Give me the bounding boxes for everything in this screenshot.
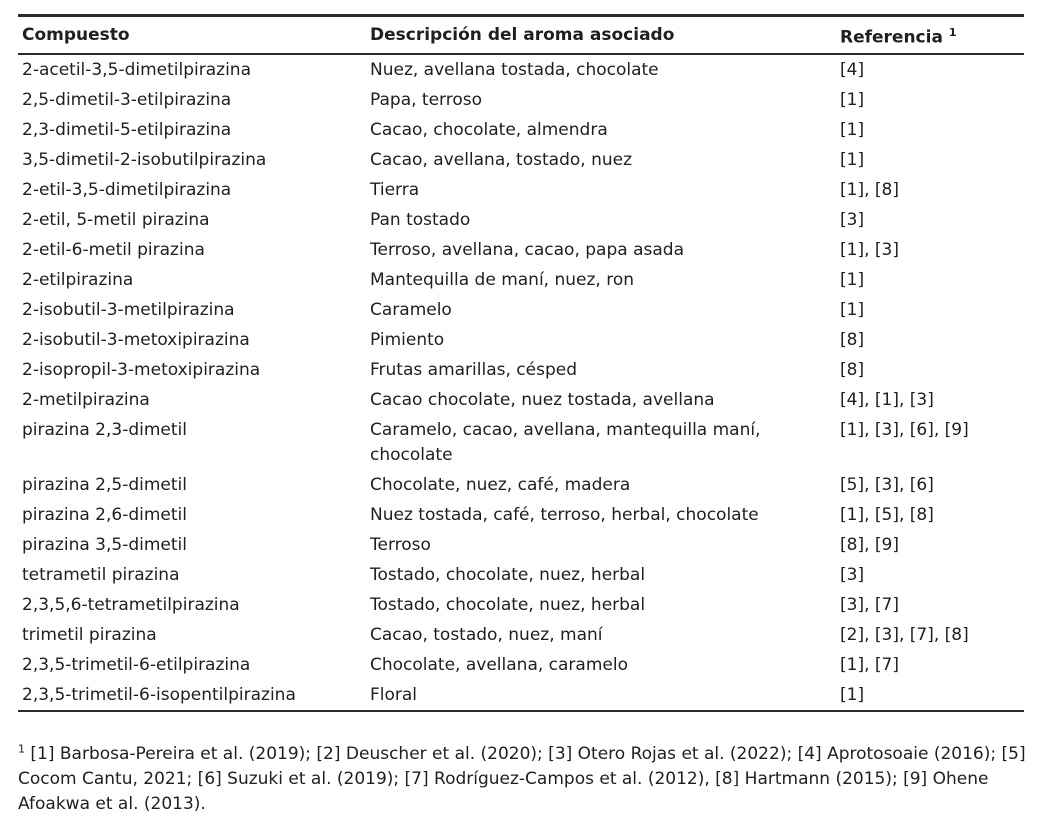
table-row: 2-isobutil-3-metoxipirazina Pimiento [8] [18, 325, 1024, 355]
cell-referencia: [4], [1], [3] [840, 389, 934, 410]
table-row: 2,3,5-trimetil-6-isopentilpirazina Flora… [18, 680, 1024, 711]
cell-referencia: [8] [840, 359, 865, 380]
cell-descripcion: Pimiento [370, 329, 445, 350]
cell-descripcion: Caramelo [370, 299, 452, 320]
cell-referencia: [1] [840, 269, 865, 290]
table-row: 2,3,5,6-tetrametilpirazina Tostado, choc… [18, 590, 1024, 620]
cell-descripcion: Chocolate, nuez, café, madera [370, 474, 631, 495]
cell-compuesto: 2-isobutil-3-metilpirazina [22, 299, 235, 320]
table-row: 2-isobutil-3-metilpirazina Caramelo [1] [18, 295, 1024, 325]
aroma-compounds-table: Compuesto Descripción del aroma asociado… [18, 14, 1024, 712]
cell-descripcion: Terroso [370, 534, 431, 555]
cell-descripcion: Caramelo, cacao, avellana, mantequilla m… [370, 419, 761, 465]
table-body: 2-acetil-3,5-dimetilpirazina Nuez, avell… [18, 54, 1024, 711]
table-row: 2,3-dimetil-5-etilpirazina Cacao, chocol… [18, 115, 1024, 145]
cell-descripcion: Papa, terroso [370, 89, 483, 110]
cell-compuesto: pirazina 2,6-dimetil [22, 504, 187, 525]
table-header: Compuesto Descripción del aroma asociado… [18, 15, 1024, 55]
table-row: trimetil pirazina Cacao, tostado, nuez, … [18, 620, 1024, 650]
cell-descripcion: Cacao, tostado, nuez, maní [370, 624, 603, 645]
cell-referencia: [8] [840, 329, 865, 350]
cell-compuesto: 2-isobutil-3-metoxipirazina [22, 329, 250, 350]
cell-compuesto: 2-etil, 5-metil pirazina [22, 209, 210, 230]
cell-referencia: [3] [840, 209, 865, 230]
footnote-marker: 1 [18, 742, 25, 755]
table-row: pirazina 2,3-dimetil Caramelo, cacao, av… [18, 415, 1024, 470]
cell-descripcion: Cacao chocolate, nuez tostada, avellana [370, 389, 715, 410]
cell-descripcion: Nuez, avellana tostada, chocolate [370, 59, 659, 80]
header-compuesto: Compuesto [18, 15, 366, 55]
cell-referencia: [1] [840, 299, 865, 320]
table-row: pirazina 2,5-dimetil Chocolate, nuez, ca… [18, 470, 1024, 500]
cell-descripcion: Chocolate, avellana, caramelo [370, 654, 628, 675]
cell-descripcion: Terroso, avellana, cacao, papa asada [370, 239, 684, 260]
cell-referencia: [5], [3], [6] [840, 474, 934, 495]
table-row: pirazina 2,6-dimetil Nuez tostada, café,… [18, 500, 1024, 530]
cell-descripcion: Tostado, chocolate, nuez, herbal [370, 594, 646, 615]
cell-compuesto: 2-acetil-3,5-dimetilpirazina [22, 59, 251, 80]
cell-referencia: [8], [9] [840, 534, 899, 555]
table-row: pirazina 3,5-dimetil Terroso [8], [9] [18, 530, 1024, 560]
cell-referencia: [1] [840, 89, 865, 110]
references-footnote: 1 [1] Barbosa-Pereira et al. (2019); [2]… [18, 742, 1028, 817]
cell-descripcion: Nuez tostada, café, terroso, herbal, cho… [370, 504, 759, 525]
cell-descripcion: Frutas amarillas, césped [370, 359, 577, 380]
cell-descripcion: Floral [370, 684, 418, 705]
header-descripcion: Descripción del aroma asociado [366, 15, 836, 55]
header-referencia: Referencia 1 [836, 15, 1024, 55]
cell-descripcion: Mantequilla de maní, nuez, ron [370, 269, 635, 290]
cell-compuesto: 2-isopropil-3-metoxipirazina [22, 359, 261, 380]
table-row: 2-etil-6-metil pirazina Terroso, avellan… [18, 235, 1024, 265]
cell-compuesto: 2,3-dimetil-5-etilpirazina [22, 119, 232, 140]
cell-referencia: [1] [840, 149, 865, 170]
cell-referencia: [1], [7] [840, 654, 899, 675]
table-row: 2,5-dimetil-3-etilpirazina Papa, terroso… [18, 85, 1024, 115]
cell-descripcion: Tierra [370, 179, 420, 200]
cell-compuesto: pirazina 2,5-dimetil [22, 474, 187, 495]
cell-compuesto: trimetil pirazina [22, 624, 157, 645]
cell-descripcion: Tostado, chocolate, nuez, herbal [370, 564, 646, 585]
cell-compuesto: pirazina 3,5-dimetil [22, 534, 187, 555]
cell-descripcion: Cacao, chocolate, almendra [370, 119, 608, 140]
cell-referencia: [1], [8] [840, 179, 899, 200]
cell-referencia: [1] [840, 684, 865, 705]
cell-descripcion: Pan tostado [370, 209, 471, 230]
cell-referencia: [1], [3] [840, 239, 899, 260]
cell-compuesto: tetrametil pirazina [22, 564, 180, 585]
cell-compuesto: 2,3,5-trimetil-6-etilpirazina [22, 654, 251, 675]
table-row: 2-etilpirazina Mantequilla de maní, nuez… [18, 265, 1024, 295]
table-row: 2-etil-3,5-dimetilpirazina Tierra [1], [… [18, 175, 1024, 205]
cell-compuesto: 2-etil-6-metil pirazina [22, 239, 205, 260]
table-row: 2,3,5-trimetil-6-etilpirazina Chocolate,… [18, 650, 1024, 680]
cell-compuesto: 3,5-dimetil-2-isobutilpirazina [22, 149, 267, 170]
cell-compuesto: 2-etilpirazina [22, 269, 134, 290]
cell-compuesto: 2-etil-3,5-dimetilpirazina [22, 179, 232, 200]
footnote-text: [1] Barbosa-Pereira et al. (2019); [2] D… [18, 743, 1026, 814]
cell-descripcion: Cacao, avellana, tostado, nuez [370, 149, 632, 170]
header-row: Compuesto Descripción del aroma asociado… [18, 15, 1024, 55]
header-referencia-superscript: 1 [948, 26, 957, 39]
table-row: 2-etil, 5-metil pirazina Pan tostado [3] [18, 205, 1024, 235]
cell-compuesto: 2,5-dimetil-3-etilpirazina [22, 89, 232, 110]
cell-referencia: [1] [840, 119, 865, 140]
cell-compuesto: 2,3,5,6-tetrametilpirazina [22, 594, 240, 615]
cell-referencia: [4] [840, 59, 865, 80]
cell-referencia: [2], [3], [7], [8] [840, 624, 969, 645]
cell-referencia: [3], [7] [840, 594, 899, 615]
header-referencia-label: Referencia [840, 27, 943, 48]
cell-referencia: [1], [5], [8] [840, 504, 934, 525]
cell-compuesto: pirazina 2,3-dimetil [22, 419, 187, 440]
table-row: 2-metilpirazina Cacao chocolate, nuez to… [18, 385, 1024, 415]
table-row: 2-acetil-3,5-dimetilpirazina Nuez, avell… [18, 54, 1024, 85]
cell-compuesto: 2-metilpirazina [22, 389, 150, 410]
table-row: tetrametil pirazina Tostado, chocolate, … [18, 560, 1024, 590]
cell-compuesto: 2,3,5-trimetil-6-isopentilpirazina [22, 684, 296, 705]
table-row: 2-isopropil-3-metoxipirazina Frutas amar… [18, 355, 1024, 385]
cell-referencia: [3] [840, 564, 865, 585]
table-row: 3,5-dimetil-2-isobutilpirazina Cacao, av… [18, 145, 1024, 175]
cell-referencia: [1], [3], [6], [9] [840, 419, 969, 440]
